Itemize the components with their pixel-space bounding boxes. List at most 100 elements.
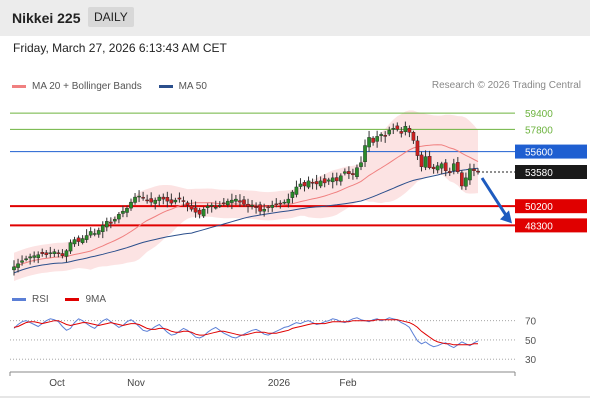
- candle-body: [104, 221, 109, 228]
- candle: [76, 235, 81, 246]
- ma50-line: [13, 167, 479, 274]
- x-tick-label: Nov: [127, 378, 145, 389]
- candle: [28, 253, 32, 265]
- candle: [339, 173, 343, 186]
- candle: [294, 180, 299, 198]
- candle: [141, 191, 145, 201]
- candle: [282, 199, 287, 205]
- candle: [460, 170, 464, 190]
- candle-body: [230, 199, 234, 203]
- candle: [435, 162, 440, 174]
- candle-body: [355, 167, 359, 177]
- chart-header: Nikkei 225 DAILY: [0, 0, 590, 36]
- candle-body: [125, 208, 129, 213]
- candle-body: [322, 178, 327, 184]
- candle-body: [217, 204, 222, 207]
- candle: [234, 195, 238, 206]
- candle: [88, 227, 93, 238]
- candle: [456, 157, 460, 174]
- candle-body: [359, 162, 363, 167]
- candle-body: [407, 128, 412, 133]
- candle-body: [343, 171, 347, 174]
- candle: [133, 193, 137, 205]
- candle: [217, 201, 222, 208]
- candle: [181, 196, 186, 207]
- candle: [36, 251, 41, 264]
- projection-arrow: [480, 177, 510, 220]
- candle-body: [197, 209, 202, 215]
- candle-body: [314, 181, 319, 185]
- candle-body: [88, 231, 93, 236]
- candle-body: [286, 198, 291, 204]
- candle-body: [68, 242, 73, 252]
- x-tick-label: Feb: [339, 378, 357, 389]
- candle: [48, 246, 53, 258]
- candle: [193, 201, 198, 218]
- candle: [318, 176, 323, 189]
- candle-body: [193, 207, 198, 213]
- candle-body: [44, 252, 49, 255]
- candle: [302, 180, 307, 192]
- rsi-tick-30: 30: [525, 355, 537, 366]
- candle: [72, 236, 77, 247]
- candle-body: [222, 202, 226, 205]
- legend-item-ma50: MA 50: [158, 81, 207, 92]
- candle: [213, 200, 218, 210]
- candle: [117, 212, 121, 224]
- candle-body: [439, 163, 444, 169]
- candle-body: [290, 191, 295, 198]
- candle-body: [133, 196, 137, 203]
- candle-body: [415, 140, 420, 156]
- candle-body: [145, 199, 149, 202]
- legend-label-bollinger: MA 20 + Bollinger Bands: [32, 81, 142, 92]
- candle: [399, 127, 404, 138]
- candle: [137, 190, 141, 203]
- candle: [383, 131, 388, 143]
- candle: [431, 163, 436, 174]
- candle: [96, 227, 101, 238]
- candle: [24, 255, 28, 262]
- candle: [387, 126, 392, 137]
- candle-body: [16, 263, 20, 268]
- candle-body: [56, 252, 61, 254]
- moving-averages: [13, 144, 479, 274]
- candle-body: [258, 204, 262, 212]
- ma20-line: [13, 144, 479, 268]
- candle: [326, 177, 331, 185]
- candle-body: [165, 197, 170, 202]
- candle: [56, 249, 61, 258]
- candle-body: [153, 199, 158, 204]
- candle: [100, 221, 105, 239]
- candle-body: [109, 221, 113, 224]
- candle: [197, 207, 202, 219]
- candle-body: [60, 253, 65, 256]
- candle-body: [238, 200, 242, 203]
- candle: [52, 248, 57, 258]
- candle: [395, 122, 400, 132]
- candle: [145, 194, 149, 204]
- candle-body: [371, 137, 375, 143]
- rsi-series-rsi: [13, 317, 479, 349]
- candle: [330, 172, 335, 189]
- candle-body: [250, 204, 254, 207]
- candle-body: [12, 266, 16, 271]
- level-label-55600: 55600: [525, 148, 553, 159]
- candle-body: [318, 180, 323, 187]
- candle: [258, 201, 262, 215]
- candle-body: [52, 251, 57, 254]
- candle-body: [226, 200, 230, 206]
- candle: [185, 200, 190, 212]
- current-price-label: 53580: [525, 168, 553, 179]
- candle: [161, 193, 166, 205]
- bollinger-swatch: [12, 85, 26, 88]
- candle: [322, 174, 327, 188]
- candle: [157, 194, 162, 207]
- candle: [209, 202, 214, 213]
- candle-body: [121, 211, 125, 214]
- timeframe-badge[interactable]: DAILY: [88, 7, 134, 27]
- candle: [443, 159, 448, 177]
- bollinger-bands: [14, 110, 478, 282]
- candle-body: [270, 204, 275, 208]
- copyright-notice: Research © 2026 Trading Central: [431, 80, 581, 91]
